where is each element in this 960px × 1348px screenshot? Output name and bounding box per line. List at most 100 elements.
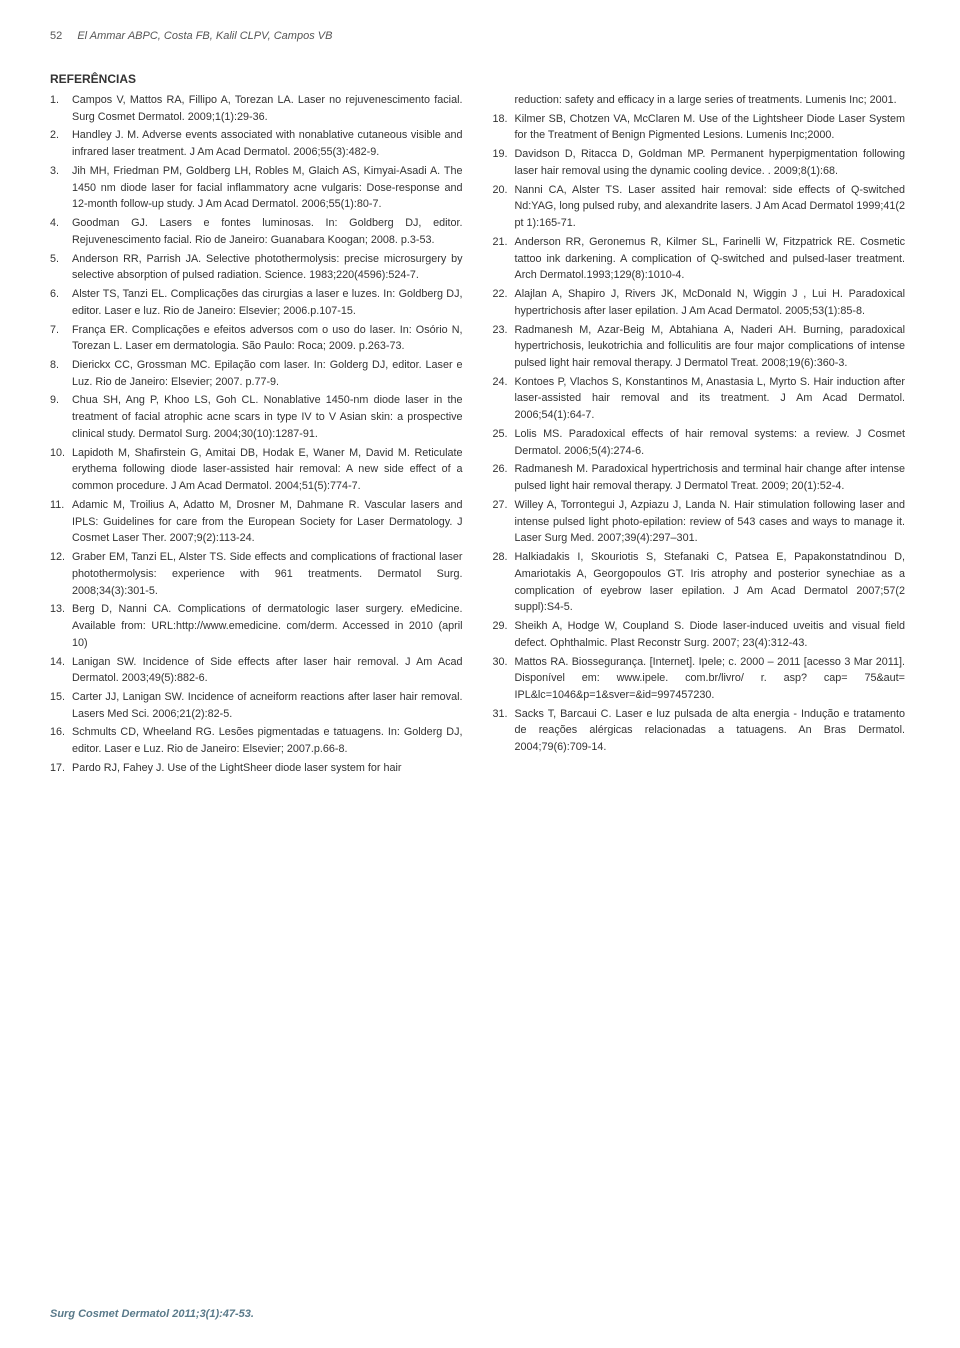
section-title: REFERÊNCIAS — [50, 72, 905, 86]
reference-text: Kontoes P, Vlachos S, Konstantinos M, An… — [515, 374, 906, 424]
reference-item: 2.Handley J. M. Adverse events associate… — [50, 127, 463, 160]
reference-item: 6.Alster TS, Tanzi EL. Complicações das … — [50, 286, 463, 319]
reference-number: 13. — [50, 601, 72, 651]
reference-text: Schmults CD, Wheeland RG. Lesões pigment… — [72, 724, 463, 757]
reference-item: 4.Goodman GJ. Lasers e fontes luminosas.… — [50, 215, 463, 248]
reference-number: 15. — [50, 689, 72, 722]
reference-number: 20. — [493, 182, 515, 232]
reference-text: Goodman GJ. Lasers e fontes luminosas. I… — [72, 215, 463, 248]
reference-text: Willey A, Torrontegui J, Azpiazu J, Land… — [515, 497, 906, 547]
reference-item: 12.Graber EM, Tanzi EL, Alster TS. Side … — [50, 549, 463, 599]
reference-item: 10.Lapidoth M, Shafirstein G, Amitai DB,… — [50, 445, 463, 495]
reference-item: 20.Nanni CA, Alster TS. Laser assited ha… — [493, 182, 906, 232]
reference-text: Radmanesh M. Paradoxical hypertrichosis … — [515, 461, 906, 494]
reference-number: 8. — [50, 357, 72, 390]
reference-item: 8.Dierickx CC, Grossman MC. Epilação com… — [50, 357, 463, 390]
reference-text: Alster TS, Tanzi EL. Complicações das ci… — [72, 286, 463, 319]
reference-number: 29. — [493, 618, 515, 651]
reference-item: 18.Kilmer SB, Chotzen VA, McClaren M. Us… — [493, 111, 906, 144]
reference-number: 12. — [50, 549, 72, 599]
reference-number: 18. — [493, 111, 515, 144]
reference-item: 22.Alajlan A, Shapiro J, Rivers JK, McDo… — [493, 286, 906, 319]
reference-number: 26. — [493, 461, 515, 494]
reference-item: 13.Berg D, Nanni CA. Complications of de… — [50, 601, 463, 651]
page-header: 52 El Ammar ABPC, Costa FB, Kalil CLPV, … — [50, 30, 905, 42]
reference-item: 19.Davidson D, Ritacca D, Goldman MP. Pe… — [493, 146, 906, 179]
reference-number: 28. — [493, 549, 515, 616]
reference-text: Dierickx CC, Grossman MC. Epilação com l… — [72, 357, 463, 390]
reference-item: 9.Chua SH, Ang P, Khoo LS, Goh CL. Nonab… — [50, 392, 463, 442]
reference-number: 6. — [50, 286, 72, 319]
reference-item: 23.Radmanesh M, Azar-Beig M, Abtahiana A… — [493, 322, 906, 372]
reference-text: Adamic M, Troilius A, Adatto M, Drosner … — [72, 497, 463, 547]
header-authors: El Ammar ABPC, Costa FB, Kalil CLPV, Cam… — [77, 30, 332, 42]
reference-number: 14. — [50, 654, 72, 687]
page-number: 52 — [50, 30, 62, 42]
reference-item: 5.Anderson RR, Parrish JA. Selective pho… — [50, 251, 463, 284]
reference-number: 4. — [50, 215, 72, 248]
reference-text: Radmanesh M, Azar-Beig M, Abtahiana A, N… — [515, 322, 906, 372]
reference-text: Chua SH, Ang P, Khoo LS, Goh CL. Nonabla… — [72, 392, 463, 442]
reference-number: 3. — [50, 163, 72, 213]
reference-text: Anderson RR, Geronemus R, Kilmer SL, Far… — [515, 234, 906, 284]
left-column: 1.Campos V, Mattos RA, Fillipo A, Toreza… — [50, 92, 463, 779]
reference-item: 27.Willey A, Torrontegui J, Azpiazu J, L… — [493, 497, 906, 547]
reference-item: 7.França ER. Complicações e efeitos adve… — [50, 322, 463, 355]
reference-item: 16.Schmults CD, Wheeland RG. Lesões pigm… — [50, 724, 463, 757]
reference-text: Nanni CA, Alster TS. Laser assited hair … — [515, 182, 906, 232]
right-column: reduction: safety and efficacy in a larg… — [493, 92, 906, 779]
reference-item: 30.Mattos RA. Biossegurança. [Internet].… — [493, 654, 906, 704]
reference-text: Pardo RJ, Fahey J. Use of the LightSheer… — [72, 760, 463, 777]
reference-item: 28.Halkiadakis I, Skouriotis S, Stefanak… — [493, 549, 906, 616]
reference-number: 30. — [493, 654, 515, 704]
reference-item: 1.Campos V, Mattos RA, Fillipo A, Toreza… — [50, 92, 463, 125]
reference-text: Lolis MS. Paradoxical effects of hair re… — [515, 426, 906, 459]
reference-number: 10. — [50, 445, 72, 495]
reference-text: Campos V, Mattos RA, Fillipo A, Torezan … — [72, 92, 463, 125]
reference-item: 11.Adamic M, Troilius A, Adatto M, Drosn… — [50, 497, 463, 547]
reference-text: Lanigan SW. Incidence of Side effects af… — [72, 654, 463, 687]
reference-item: 14.Lanigan SW. Incidence of Side effects… — [50, 654, 463, 687]
reference-text: Graber EM, Tanzi EL, Alster TS. Side eff… — [72, 549, 463, 599]
reference-number: 21. — [493, 234, 515, 284]
reference-number: 31. — [493, 706, 515, 756]
reference-number: 11. — [50, 497, 72, 547]
reference-number — [493, 92, 515, 109]
reference-number: 2. — [50, 127, 72, 160]
reference-number: 9. — [50, 392, 72, 442]
reference-text: Davidson D, Ritacca D, Goldman MP. Perma… — [515, 146, 906, 179]
reference-text: Carter JJ, Lanigan SW. Incidence of acne… — [72, 689, 463, 722]
reference-number: 19. — [493, 146, 515, 179]
reference-item: 25.Lolis MS. Paradoxical effects of hair… — [493, 426, 906, 459]
reference-text: Alajlan A, Shapiro J, Rivers JK, McDonal… — [515, 286, 906, 319]
reference-text: Handley J. M. Adverse events associated … — [72, 127, 463, 160]
reference-number: 17. — [50, 760, 72, 777]
reference-number: 23. — [493, 322, 515, 372]
reference-item: reduction: safety and efficacy in a larg… — [493, 92, 906, 109]
reference-text: Sheikh A, Hodge W, Coupland S. Diode las… — [515, 618, 906, 651]
reference-item: 31.Sacks T, Barcaui C. Laser e luz pulsa… — [493, 706, 906, 756]
reference-text: Berg D, Nanni CA. Complications of derma… — [72, 601, 463, 651]
reference-item: 26.Radmanesh M. Paradoxical hypertrichos… — [493, 461, 906, 494]
reference-text: Sacks T, Barcaui C. Laser e luz pulsada … — [515, 706, 906, 756]
reference-item: 17.Pardo RJ, Fahey J. Use of the LightSh… — [50, 760, 463, 777]
journal-footer: Surg Cosmet Dermatol 2011;3(1):47-53. — [50, 1308, 254, 1320]
reference-text: França ER. Complicações e efeitos advers… — [72, 322, 463, 355]
reference-text: Jih MH, Friedman PM, Goldberg LH, Robles… — [72, 163, 463, 213]
references-columns: 1.Campos V, Mattos RA, Fillipo A, Toreza… — [50, 92, 905, 779]
reference-number: 1. — [50, 92, 72, 125]
reference-number: 22. — [493, 286, 515, 319]
reference-text: Anderson RR, Parrish JA. Selective photo… — [72, 251, 463, 284]
reference-number: 24. — [493, 374, 515, 424]
reference-number: 25. — [493, 426, 515, 459]
reference-item: 29.Sheikh A, Hodge W, Coupland S. Diode … — [493, 618, 906, 651]
reference-text: Lapidoth M, Shafirstein G, Amitai DB, Ho… — [72, 445, 463, 495]
reference-item: 3.Jih MH, Friedman PM, Goldberg LH, Robl… — [50, 163, 463, 213]
reference-number: 5. — [50, 251, 72, 284]
reference-text: Kilmer SB, Chotzen VA, McClaren M. Use o… — [515, 111, 906, 144]
reference-text: Halkiadakis I, Skouriotis S, Stefanaki C… — [515, 549, 906, 616]
reference-item: 21.Anderson RR, Geronemus R, Kilmer SL, … — [493, 234, 906, 284]
reference-item: 15.Carter JJ, Lanigan SW. Incidence of a… — [50, 689, 463, 722]
reference-number: 27. — [493, 497, 515, 547]
reference-text: reduction: safety and efficacy in a larg… — [515, 92, 906, 109]
